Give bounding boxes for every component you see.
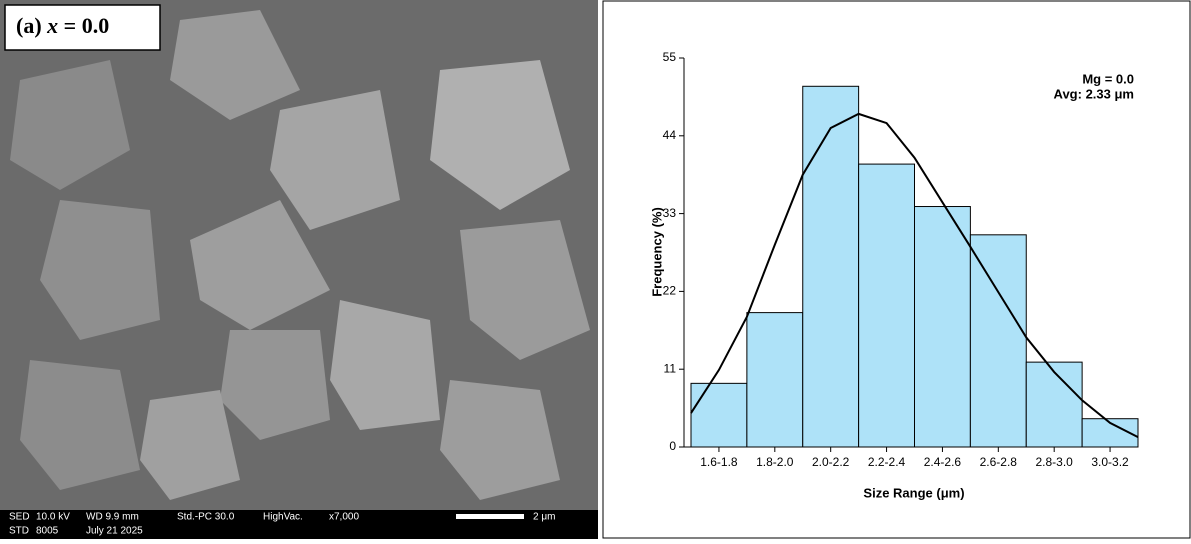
info-text: x7,000 <box>329 512 359 523</box>
label-variable: x <box>46 13 58 38</box>
scale-bar <box>456 514 524 519</box>
x-tick-label: 2.2-2.4 <box>868 455 906 469</box>
sem-image: (a) x = 0.0 SED 10.0 kV WD 9.9 mm Std.-P… <box>0 0 598 539</box>
bar <box>970 235 1026 447</box>
label-prefix: (a) <box>16 13 42 38</box>
bar <box>691 383 747 447</box>
page: {"image": {"label_prefix": "(a)", "label… <box>0 0 1191 539</box>
x-tick-label: 2.4-2.6 <box>924 455 962 469</box>
x-tick-label: 2.0-2.2 <box>812 455 850 469</box>
bar <box>915 207 971 447</box>
y-tick-label: 44 <box>663 128 677 142</box>
info-text: STD <box>9 526 29 537</box>
x-tick-label: 2.8-3.0 <box>1036 455 1074 469</box>
info-text: SED <box>9 512 30 523</box>
y-tick-label: 22 <box>663 284 677 298</box>
info-text: 10.0 kV <box>36 512 70 523</box>
x-tick-label: 1.8-2.0 <box>756 455 794 469</box>
panel-label: (a) x = 0.0 <box>16 13 109 38</box>
scale-bar-label: 2 μm <box>533 512 555 523</box>
x-tick-label: 2.6-2.8 <box>980 455 1018 469</box>
y-tick-label: 0 <box>669 439 676 453</box>
figure: (a) x = 0.0 SED 10.0 kV WD 9.9 mm Std.-P… <box>0 0 1191 539</box>
x-axis-label: Size Range (μm) <box>863 485 964 500</box>
x-tick-label: 3.0-3.2 <box>1091 455 1129 469</box>
y-tick-label: 33 <box>663 206 677 220</box>
y-tick-label: 55 <box>663 50 677 64</box>
y-tick-label: 11 <box>664 361 677 375</box>
annotation: Mg = 0.0 <box>1082 71 1134 86</box>
info-text: HighVac. <box>263 512 303 523</box>
info-text: 8005 <box>36 526 59 537</box>
info-text: July 21 2025 <box>86 526 143 537</box>
info-text: Std.-PC 30.0 <box>177 512 235 523</box>
bar <box>803 86 859 447</box>
bar <box>1026 362 1082 447</box>
info-text: WD 9.9 mm <box>86 512 139 523</box>
annotation: Avg: 2.33 μm <box>1054 86 1134 101</box>
label-value: = 0.0 <box>64 13 110 38</box>
bar <box>747 313 803 447</box>
bar <box>859 164 915 447</box>
x-tick-label: 1.6-1.8 <box>700 455 738 469</box>
